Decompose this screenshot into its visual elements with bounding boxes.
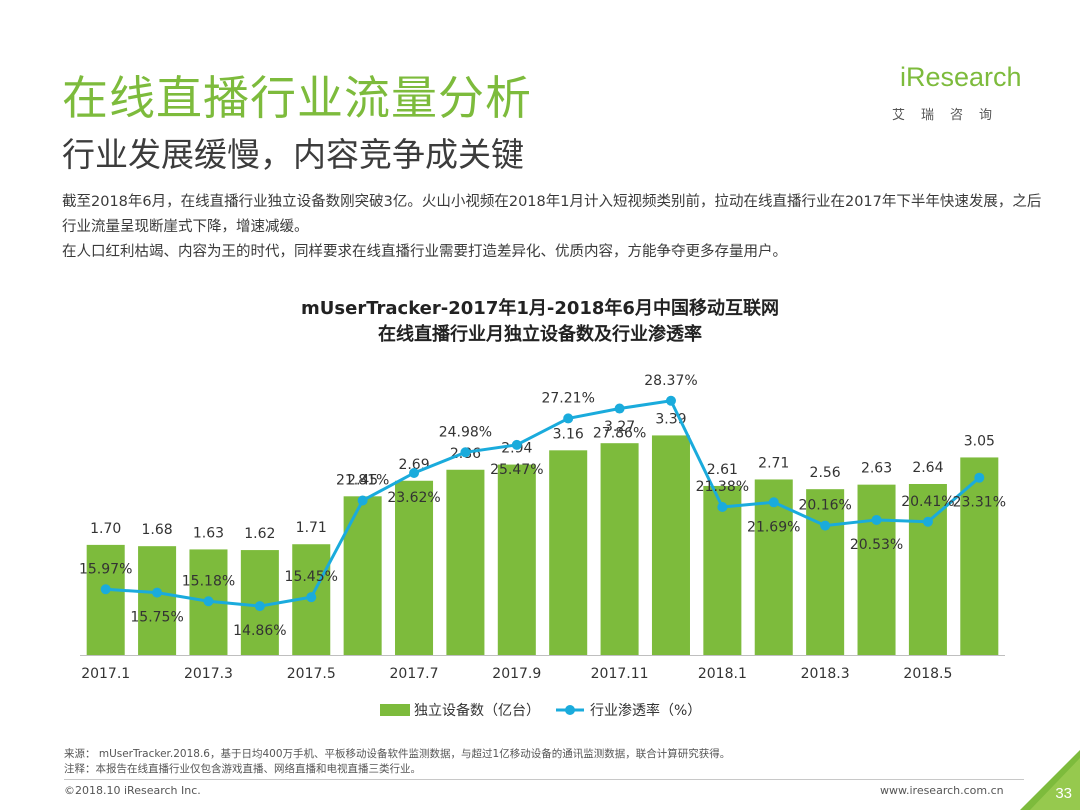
x-tick-label: 2017.11 bbox=[591, 666, 649, 682]
line-value-label: 23.62% bbox=[387, 490, 440, 506]
bar bbox=[703, 485, 742, 655]
line-value-label: 24.98% bbox=[439, 424, 492, 440]
line-point bbox=[511, 439, 522, 450]
chart-title-line-2: 在线直播行业月独立设备数及行业渗透率 bbox=[378, 324, 702, 345]
line-value-label: 15.97% bbox=[79, 561, 132, 577]
website-link[interactable]: www.iresearch.com.cn bbox=[880, 784, 1004, 797]
line-point bbox=[357, 495, 368, 506]
page-number: 33 bbox=[1055, 785, 1072, 802]
x-tick-label: 2018.5 bbox=[903, 666, 952, 682]
line-point bbox=[871, 514, 882, 525]
line-value-label: 15.75% bbox=[130, 610, 183, 626]
line-point bbox=[614, 403, 625, 414]
legend-line-label: 行业渗透率（%） bbox=[590, 702, 701, 719]
line-value-label: 15.18% bbox=[182, 573, 235, 589]
line-point bbox=[203, 596, 214, 607]
copyright: ©2018.10 iResearch Inc. bbox=[64, 784, 201, 797]
line-point bbox=[254, 601, 265, 612]
footer-divider bbox=[64, 779, 1024, 780]
bar-value-label: 2.56 bbox=[810, 465, 841, 481]
line-point bbox=[768, 497, 779, 508]
iresearch-logo: iResearch 艾瑞咨询 bbox=[892, 58, 1032, 128]
x-tick-label: 2017.5 bbox=[287, 666, 336, 682]
x-tick-label: 2017.9 bbox=[492, 666, 541, 682]
bar bbox=[395, 480, 434, 655]
bar-value-label: 3.05 bbox=[964, 433, 995, 449]
bar-value-label: 1.70 bbox=[90, 521, 121, 537]
logo-badge-icon bbox=[896, 60, 1028, 98]
bar-value-label: 2.61 bbox=[707, 462, 738, 478]
bar bbox=[86, 544, 125, 655]
chart: 1.70 2017.1 1.68 1.63 2017.3 1.62 1.71 2017.5 2.… bbox=[79, 373, 1006, 719]
x-tick-label: 2017.7 bbox=[390, 666, 439, 682]
line-value-label: 28.37% bbox=[644, 373, 697, 389]
bar bbox=[651, 435, 690, 655]
footer-source: 来源： mUserTracker.2018.6，基于日均400万手机、平板移动设… bbox=[64, 747, 730, 777]
description-paragraph-1: 截至2018年6月，在线直播行业独立设备数刚突破3亿。火山小视频在2018年1月… bbox=[62, 194, 1042, 235]
bar-value-label: 3.27 bbox=[604, 419, 635, 435]
description-paragraph-2: 在人口红利枯竭、内容为王的时代，同样要求在线直播行业需要打造差异化、优质内容，方… bbox=[62, 244, 787, 260]
line-point bbox=[152, 587, 163, 598]
line-point bbox=[306, 592, 317, 603]
bar-value-label: 3.16 bbox=[553, 426, 584, 442]
line-point bbox=[717, 502, 728, 513]
bar bbox=[549, 450, 588, 655]
line-value-label: 20.53% bbox=[850, 537, 903, 553]
line-value-label: 15.45% bbox=[285, 569, 338, 585]
note-text: 注释：本报告在线直播行业仅包含游戏直播、网络直播和电视直播三类行业。 bbox=[64, 763, 421, 775]
line-value-label: 23.31% bbox=[953, 495, 1006, 511]
line-point bbox=[563, 413, 574, 424]
bar bbox=[960, 457, 999, 655]
line-point bbox=[820, 520, 831, 531]
line-point bbox=[460, 447, 471, 458]
bar-value-label: 1.62 bbox=[244, 526, 275, 542]
line-point bbox=[922, 516, 933, 527]
line-value-label: 25.47% bbox=[490, 462, 543, 478]
penetration-rate-line bbox=[105, 399, 981, 608]
line-point bbox=[100, 584, 111, 595]
chart-title-line-1: mUserTracker-2017年1月-2018年6月中国移动互联网 bbox=[301, 298, 779, 319]
logo-text: iResearch bbox=[900, 62, 1022, 92]
source-text: 来源： mUserTracker.2018.6，基于日均400万手机、平板移动设… bbox=[64, 748, 731, 760]
bar-value-label: 2.64 bbox=[912, 460, 943, 476]
bar bbox=[446, 469, 485, 655]
line-value-label: 14.86% bbox=[233, 623, 286, 639]
line-value-label: 27.21% bbox=[541, 390, 594, 406]
bar bbox=[497, 464, 536, 655]
legend-bar-label: 独立设备数（亿台） bbox=[414, 702, 540, 719]
legend-bar-swatch bbox=[380, 704, 410, 716]
line-value-label: 21.69% bbox=[747, 519, 800, 535]
logo-subtitle: 艾瑞咨询 bbox=[892, 108, 1009, 123]
bar bbox=[857, 484, 896, 655]
bar-value-label: 2.45 bbox=[347, 472, 378, 488]
line-value-label: 20.41% bbox=[901, 494, 954, 510]
corner-triangle-icon bbox=[1020, 750, 1080, 810]
line-point bbox=[409, 467, 420, 478]
line-value-label: 21.38% bbox=[696, 479, 749, 495]
line-value-label: 20.16% bbox=[798, 498, 851, 514]
bar bbox=[138, 546, 177, 655]
bar bbox=[343, 496, 382, 655]
chart-title: mUserTracker-2017年1月-2018年6月中国移动互联网 在线直播… bbox=[140, 296, 940, 348]
bar-value-label: 1.71 bbox=[296, 520, 327, 536]
x-tick-label: 2018.1 bbox=[698, 666, 747, 682]
bar-value-label: 1.68 bbox=[141, 522, 172, 538]
x-tick-label: 2017.3 bbox=[184, 666, 233, 682]
line-point bbox=[665, 395, 676, 406]
bar-value-label: 2.71 bbox=[758, 455, 789, 471]
page-subtitle: 行业发展缓慢，内容竞争成关键 bbox=[62, 135, 524, 174]
bar-value-label: 2.63 bbox=[861, 461, 892, 477]
x-tick-label: 2018.3 bbox=[801, 666, 850, 682]
line-value-label: 21.81% bbox=[336, 472, 389, 488]
bar-value-label: 1.63 bbox=[193, 525, 224, 541]
legend-line-marker bbox=[565, 705, 575, 715]
line-point bbox=[974, 472, 985, 483]
x-tick-label: 2017.1 bbox=[81, 666, 130, 682]
bar bbox=[806, 489, 845, 655]
line-value-label: 27.86% bbox=[593, 426, 646, 442]
page-title: 在线直播行业流量分析 bbox=[62, 71, 532, 125]
description: 截至2018年6月，在线直播行业独立设备数刚突破3亿。火山小视频在2018年1月… bbox=[62, 190, 1042, 265]
bar bbox=[600, 443, 639, 655]
